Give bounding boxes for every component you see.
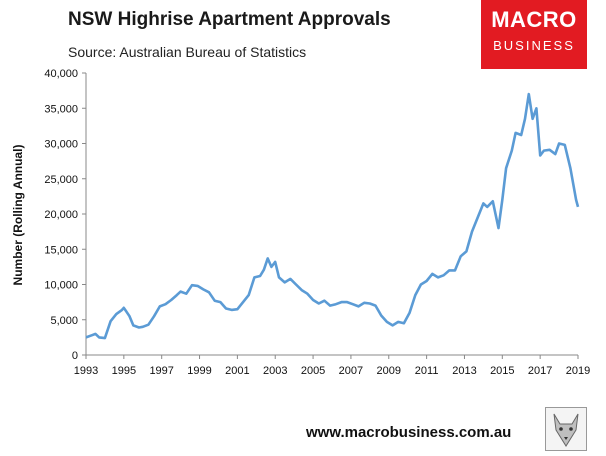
y-tick-label: 35,000 (44, 103, 78, 115)
logo-line-macro: MACRO (491, 7, 577, 32)
x-tick-label: 2007 (339, 365, 363, 377)
y-axis-label: Number (Rolling Annual) (11, 145, 25, 286)
x-tick-label: 2013 (452, 365, 476, 377)
macrobusiness-logo: MACRO BUSINESS (481, 0, 587, 69)
y-tick-label: 0 (72, 350, 78, 362)
series-line (85, 92, 580, 340)
chart-ticks: 0 5,000 10,000 15,000 20,000 25,000 30,000 35,0… (44, 68, 590, 377)
x-tick-label: 2003 (263, 365, 287, 377)
y-tick-label: 20,000 (44, 209, 78, 221)
x-tick-label: 2019 (566, 365, 590, 377)
y-tick-label: 30,000 (44, 139, 78, 151)
x-tick-label: 2001 (225, 365, 249, 377)
x-tick-label: 2011 (415, 365, 439, 377)
fox-mascot-icon (545, 407, 587, 451)
x-tick-label: 2005 (301, 365, 325, 377)
x-tick-label: 1997 (149, 365, 173, 377)
y-tick-label: 5,000 (50, 315, 78, 327)
y-tick-label: 25,000 (44, 174, 78, 186)
x-tick-label: 1999 (187, 365, 211, 377)
chart-title: NSW Highrise Apartment Approvals (68, 9, 391, 30)
x-tick-label: 1993 (74, 365, 98, 377)
x-tick-label: 2017 (528, 365, 552, 377)
x-tick-label: 2015 (490, 365, 514, 377)
y-tick-label: 15,000 (44, 244, 78, 256)
logo-line-business: BUSINESS (493, 38, 575, 53)
x-tick-label: 2009 (377, 365, 401, 377)
footer-url: www.macrobusiness.com.au (306, 424, 512, 441)
y-tick-label: 40,000 (44, 68, 78, 80)
chart-axes (85, 73, 578, 356)
x-tick-label: 1995 (112, 365, 136, 377)
y-tick-label: 10,000 (44, 280, 78, 292)
chart-source: Source: Australian Bureau of Statistics (68, 44, 307, 60)
